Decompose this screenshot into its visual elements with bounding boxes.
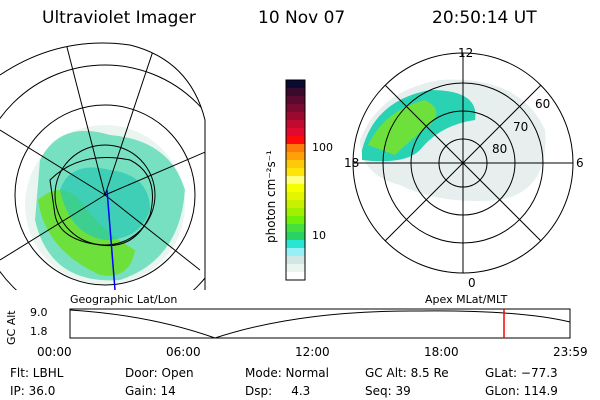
right-panel-label: Apex MLat/MLT	[425, 293, 508, 306]
geographic-map	[0, 43, 205, 290]
lat-80: 80	[492, 142, 508, 156]
colorbar-band	[286, 208, 305, 217]
status-field: GLat: −77.3	[485, 366, 558, 380]
mlt-12: 12	[458, 46, 474, 60]
altitude-ylabel: GC Alt	[5, 310, 18, 345]
colorbar-tick-100: 100	[312, 141, 333, 154]
status-field: Seq: 39	[365, 384, 411, 398]
map-border	[0, 42, 206, 290]
xtick-0600: 06:00	[166, 345, 201, 359]
colorbar-band	[286, 168, 305, 177]
polar-grid	[352, 52, 574, 274]
left-panel-label: Geographic Lat/Lon	[70, 293, 178, 306]
xtick-0000: 00:00	[37, 345, 72, 359]
altitude-plot-frame	[69, 308, 571, 339]
status-field: Dsp: 4.3	[245, 384, 311, 398]
colorbar-label: photon cm⁻²s⁻¹	[264, 150, 278, 243]
mlt-18: 18	[344, 156, 360, 170]
colorbar-band	[286, 112, 305, 121]
altitude-curve	[69, 309, 571, 339]
colorbar-band	[286, 248, 305, 257]
colorbar-band	[286, 128, 305, 137]
colorbar-band	[286, 88, 305, 97]
colorbar-band	[286, 176, 305, 185]
colorbar-band	[286, 272, 305, 281]
xtick-2359: 23:59	[553, 345, 588, 359]
date: 10 Nov 07	[258, 8, 346, 28]
ytick-1-8: 1.8	[30, 325, 48, 338]
colorbar	[286, 80, 305, 281]
xtick-1800: 18:00	[424, 345, 459, 359]
status-field: Flt: LBHL	[10, 366, 64, 380]
colorbar-band	[286, 184, 305, 193]
lat-70: 70	[513, 120, 529, 134]
colorbar-band	[286, 232, 305, 241]
colorbar-band	[286, 96, 305, 105]
colorbar-band	[286, 256, 305, 265]
status-field: Gain: 14	[125, 384, 176, 398]
colorbar-band	[286, 192, 305, 201]
colorbar-band	[286, 160, 305, 169]
colorbar-band	[286, 152, 305, 161]
colorbar-band	[286, 240, 305, 249]
time: 20:50:14 UT	[432, 8, 537, 28]
colorbar-band	[286, 216, 305, 225]
colorbar-band	[286, 144, 305, 153]
colorbar-tick-10: 10	[312, 229, 326, 242]
ytick-9: 9.0	[30, 306, 48, 319]
mlt-6: 6	[576, 156, 584, 170]
colorbar-band	[286, 120, 305, 129]
status-field: GC Alt: 8.5 Re	[365, 366, 449, 380]
apex-polar-plot	[360, 79, 546, 201]
status-field: IP: 36.0	[10, 384, 56, 398]
status-field: Door: Open	[125, 366, 194, 380]
colorbar-band	[286, 224, 305, 233]
colorbar-band	[286, 80, 305, 89]
status-field: GLon: 114.9	[485, 384, 558, 398]
xtick-1200: 12:00	[295, 345, 330, 359]
status-field: Mode: Normal	[245, 366, 329, 380]
instrument-title: Ultraviolet Imager	[42, 8, 196, 28]
lat-60: 60	[535, 97, 551, 111]
colorbar-band	[286, 200, 305, 209]
colorbar-band	[286, 104, 305, 113]
colorbar-band	[286, 136, 305, 145]
mlt-0: 0	[468, 276, 476, 290]
colorbar-band	[286, 264, 305, 273]
